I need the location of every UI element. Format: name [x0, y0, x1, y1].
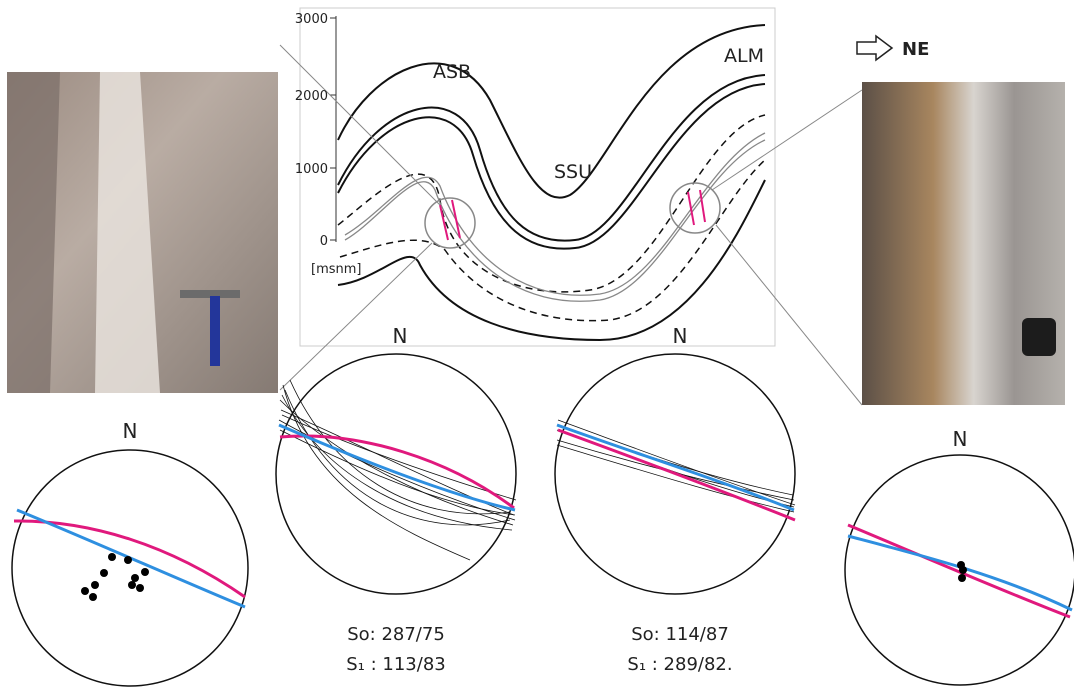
elevation-tick: 0 [320, 234, 328, 249]
photo-left [7, 72, 278, 393]
s1-orientation: S₁ : 289/82. [627, 654, 732, 675]
elevation-tick: 1000 [295, 162, 328, 177]
figure: 3000 2000 1000 0 [msnm] ASB ALM SSU NE [0, 0, 1074, 687]
unit-label: ASB [433, 61, 471, 83]
elevation-tick: 2000 [295, 89, 328, 104]
unit-label: ALM [724, 45, 764, 67]
direction-label: NE [902, 39, 929, 60]
s1-orientation: S₁ : 113/83 [346, 654, 445, 675]
elevation-tick: 3000 [295, 12, 328, 27]
photo-right [862, 82, 1065, 405]
north-label: N [393, 324, 408, 348]
unit-label: SSU [554, 161, 592, 183]
direction-arrow [857, 36, 892, 60]
stereonet [12, 450, 248, 686]
north-label: N [953, 427, 968, 451]
stereonet [555, 354, 795, 594]
north-label: N [673, 324, 688, 348]
north-label: N [123, 419, 138, 443]
cross-section [280, 8, 862, 405]
stereonet [845, 455, 1074, 685]
so-orientation: So: 114/87 [631, 624, 729, 645]
so-orientation: So: 287/75 [347, 624, 445, 645]
elevation-unit: [msnm] [311, 262, 361, 277]
stereonet [276, 354, 516, 594]
page: 3000 2000 1000 0 [msnm] ASB ALM SSU NE [0, 0, 1074, 691]
